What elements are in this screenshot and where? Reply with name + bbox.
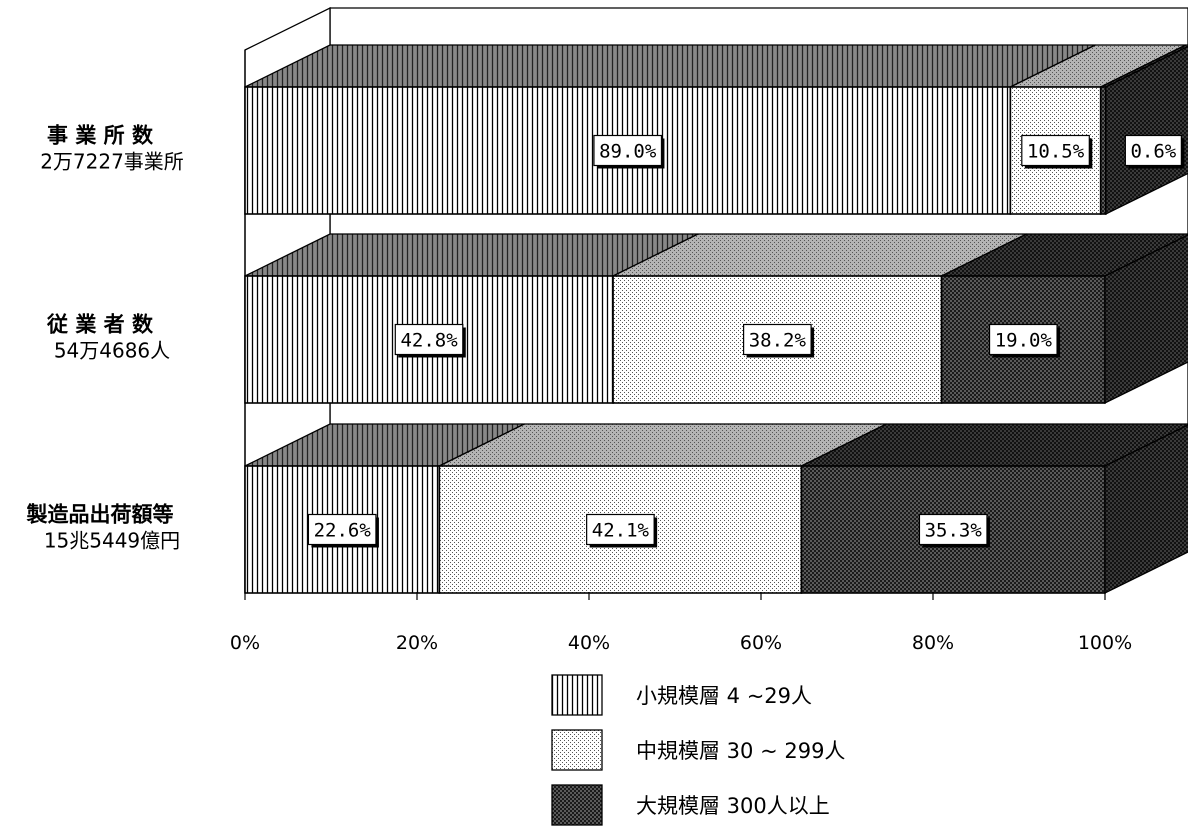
x-tick-label: 20% bbox=[396, 632, 438, 654]
bar-front-face bbox=[1099, 86, 1107, 215]
data-label: 89.0% bbox=[593, 134, 665, 169]
legend-item: 中規模層 30 ~ 299人 bbox=[551, 729, 845, 771]
bar-side-face bbox=[1104, 424, 1188, 595]
legend-label: 中規模層 30 ~ 299人 bbox=[636, 739, 845, 763]
legend-item: 大規模層 300人以上 bbox=[551, 784, 830, 826]
svg-text:42.8%: 42.8% bbox=[400, 330, 458, 352]
bar-segment bbox=[940, 233, 1188, 405]
category-label: 従 業 者 数 bbox=[46, 313, 154, 337]
category-label: 製造品出荷額等 bbox=[26, 503, 174, 527]
x-tick-label: 60% bbox=[740, 632, 782, 654]
legend-swatch bbox=[551, 729, 603, 771]
bar-front-face bbox=[800, 465, 1106, 594]
data-label: 22.6% bbox=[307, 513, 379, 548]
x-axis-ticks: 0% 20% 40% 60% 80% 100% bbox=[230, 592, 1132, 654]
category-label: 事 業 所 数 bbox=[47, 124, 154, 148]
svg-text:38.2%: 38.2% bbox=[749, 330, 807, 352]
svg-text:22.6%: 22.6% bbox=[314, 520, 372, 542]
bar-segment bbox=[244, 233, 699, 404]
data-label: 19.0% bbox=[988, 323, 1061, 358]
bar-side-face bbox=[1104, 234, 1188, 405]
x-tick-label: 40% bbox=[568, 632, 610, 654]
svg-text:0.6%: 0.6% bbox=[1130, 141, 1176, 163]
legend-item: 小規模層 4 ~29人 bbox=[551, 674, 812, 716]
bar-segment bbox=[1099, 44, 1188, 216]
svg-text:42.1%: 42.1% bbox=[592, 520, 650, 542]
svg-text:35.3%: 35.3% bbox=[925, 520, 983, 542]
bar-side-face bbox=[1105, 45, 1188, 216]
category-sublabel: 15兆5449億円 bbox=[44, 529, 180, 553]
legend-swatch bbox=[551, 784, 603, 826]
data-label: 38.2% bbox=[742, 323, 815, 358]
legend-label: 小規模層 4 ~29人 bbox=[636, 684, 812, 708]
category-sublabel: 54万4686人 bbox=[54, 339, 170, 363]
bar-top-face bbox=[244, 44, 1096, 88]
data-label: 35.3% bbox=[918, 513, 990, 548]
bar-segment bbox=[800, 423, 1188, 595]
x-tick-label: 80% bbox=[912, 632, 954, 654]
legend-label: 大規模層 300人以上 bbox=[636, 794, 830, 818]
x-tick-label: 0% bbox=[230, 632, 260, 654]
category-sublabel: 2万7227事業所 bbox=[40, 150, 184, 174]
data-label: 0.6% bbox=[1124, 134, 1185, 169]
svg-text:10.5%: 10.5% bbox=[1027, 141, 1085, 163]
data-labels: 89.0% 10.5% 0.6% 42.8% 38.2% 19.0% 22.6% 42.1% 3… bbox=[307, 134, 1185, 548]
bars-group bbox=[244, 44, 1188, 595]
data-label: 10.5% bbox=[1021, 134, 1093, 169]
data-label: 42.8% bbox=[394, 323, 466, 358]
bar-segment bbox=[244, 44, 1096, 215]
data-label: 42.1% bbox=[586, 513, 658, 548]
svg-text:89.0%: 89.0% bbox=[599, 141, 657, 163]
svg-text:19.0%: 19.0% bbox=[995, 330, 1053, 352]
legend-swatch bbox=[551, 674, 603, 716]
x-tick-label: 100% bbox=[1078, 632, 1132, 654]
